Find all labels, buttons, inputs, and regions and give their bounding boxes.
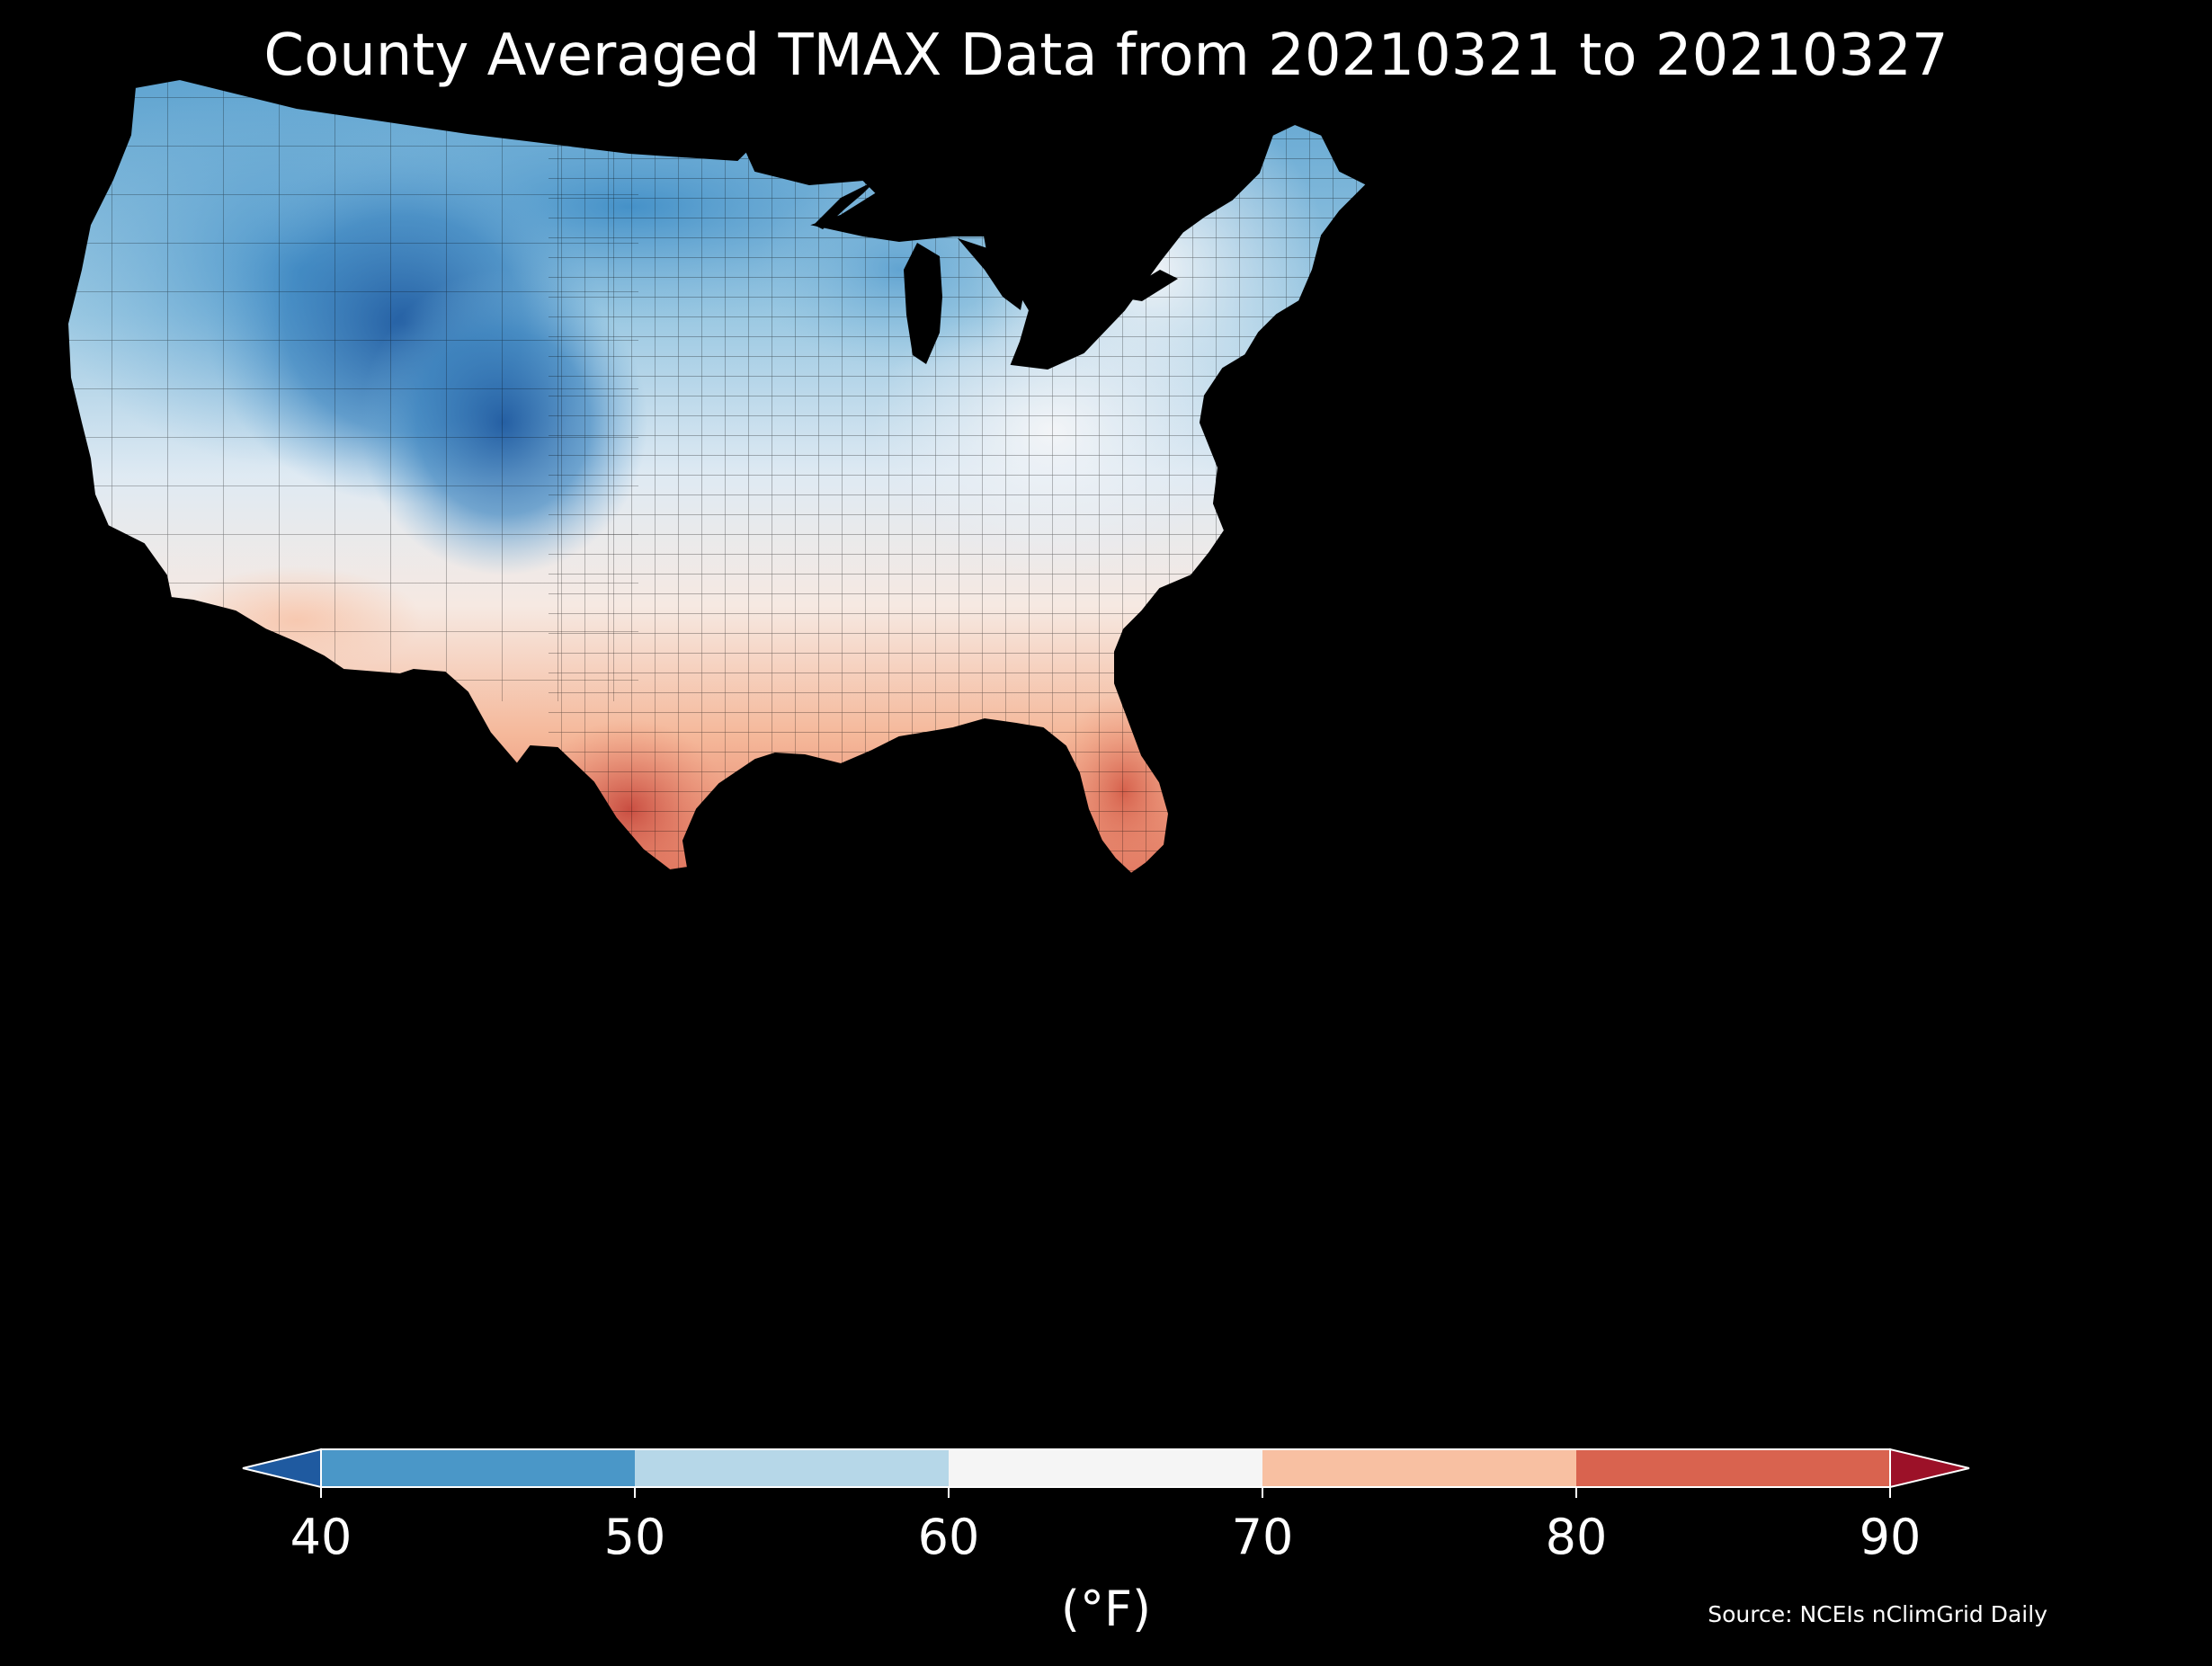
colorbar-tick-label: 60 [917, 1509, 980, 1565]
colorbar-bin-3 [1262, 1449, 1576, 1487]
colorbar-bin-4 [1576, 1449, 1890, 1487]
colorbar-tick-label: 40 [290, 1509, 352, 1565]
source-note: Source: NCEIs nClimGrid Daily [1708, 1601, 2047, 1627]
great-lakes [814, 180, 1178, 369]
colorbar-tick-label: 80 [1545, 1509, 1608, 1565]
colorbar-extend-low-arrow [242, 1448, 322, 1489]
colorbar-tick-label: 50 [603, 1509, 666, 1565]
colorbar-frame [320, 1448, 1891, 1488]
map-title: County Averaged TMAX Data from 20210321 … [263, 22, 1949, 89]
colorbar-unit-label: (°F) [1060, 1581, 1152, 1637]
colorbar-tick-label: 70 [1231, 1509, 1294, 1565]
colorbar-bins [321, 1449, 1890, 1487]
colorbar-bin-0 [321, 1449, 635, 1487]
colorbar-bin-2 [949, 1449, 1262, 1487]
colorbar-tick-label: 90 [1859, 1509, 1922, 1565]
colorbar-bin-1 [635, 1449, 949, 1487]
colorbar-extend-high-arrow [1889, 1448, 1970, 1489]
colorbar-ticks [320, 1487, 1891, 1498]
